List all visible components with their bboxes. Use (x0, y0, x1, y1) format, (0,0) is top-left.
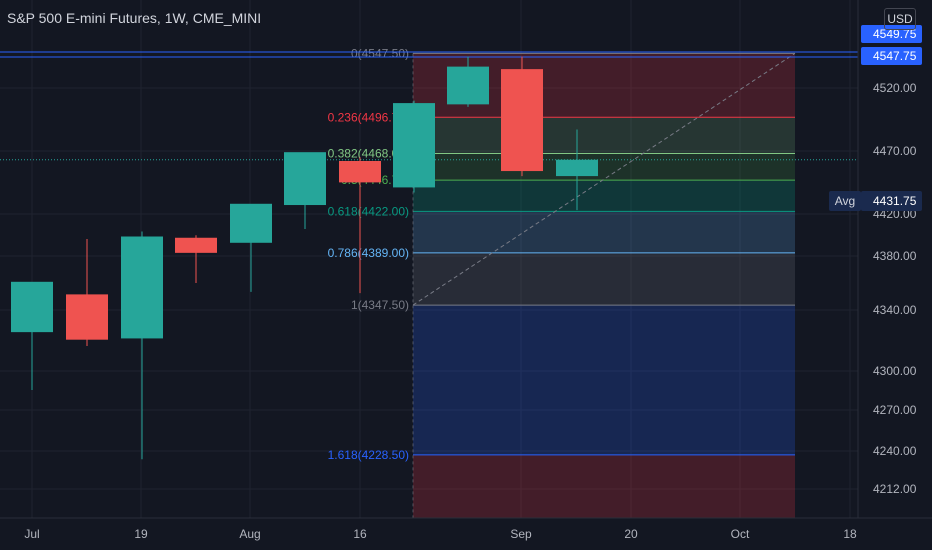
price-tick-label: 4270.00 (873, 403, 917, 417)
fib-level-label: 0.786(4389.00) (328, 246, 409, 260)
price-tick-label: 4212.00 (873, 482, 917, 496)
fib-level-label: 1(4347.50) (351, 298, 409, 312)
candle-body (284, 152, 326, 206)
time-tick-label: Aug (239, 527, 260, 541)
fib-band (413, 252, 795, 306)
fib-band (413, 305, 795, 455)
fib-band (413, 180, 795, 212)
time-tick-label: 20 (624, 527, 638, 541)
price-tag (861, 47, 922, 65)
price-tick-label: 4470.00 (873, 144, 917, 158)
candle-body (11, 281, 53, 333)
fib-level-label: 0.236(4496.75) (328, 110, 409, 124)
candle-body (393, 103, 435, 188)
candle-body (230, 203, 272, 243)
currency-button[interactable]: USD (884, 8, 916, 30)
price-tick-label: 4380.00 (873, 249, 917, 263)
fib-band (413, 211, 795, 253)
time-tick-label: 16 (353, 527, 367, 541)
candle-body (447, 66, 489, 105)
fib-band (413, 153, 795, 181)
price-tick-label: 4340.00 (873, 303, 917, 317)
chart-title: S&P 500 E-mini Futures, 1W, CME_MINI (7, 10, 262, 26)
price-tick-label: 4240.00 (873, 444, 917, 458)
avg-price-label: 4431.75 (873, 194, 917, 208)
candle-body (175, 237, 217, 253)
candle-body (501, 69, 543, 172)
fib-trend-line (412, 52, 796, 306)
candle-body (66, 294, 108, 340)
candle-body (339, 160, 381, 183)
candle-body (556, 159, 598, 177)
time-tick-label: 19 (134, 527, 148, 541)
time-tick-label: Sep (510, 527, 532, 541)
time-tick-label: Oct (731, 527, 750, 541)
fib-band (413, 117, 795, 154)
fib-level-label: 0(4547.50) (351, 46, 409, 60)
time-tick-label: 18 (843, 527, 857, 541)
fib-band (413, 454, 795, 518)
fib-level-label: 1.618(4228.50) (328, 448, 409, 462)
price-tag-label: 4547.75 (873, 49, 917, 63)
price-tick-label: 4300.00 (873, 364, 917, 378)
price-axis-bg (858, 0, 932, 550)
avg-label: Avg (835, 194, 855, 208)
fib-level-label: 0.382(4468.00) (328, 146, 409, 160)
avg-price-tag (861, 191, 922, 211)
time-tick-label: Jul (24, 527, 39, 541)
price-tick-label: 4520.00 (873, 81, 917, 95)
price-tag-label: 4549.75 (873, 27, 917, 41)
avg-badge (829, 191, 861, 211)
fib-level-label: 0.618(4422.00) (328, 204, 409, 218)
candle-body (121, 236, 163, 339)
